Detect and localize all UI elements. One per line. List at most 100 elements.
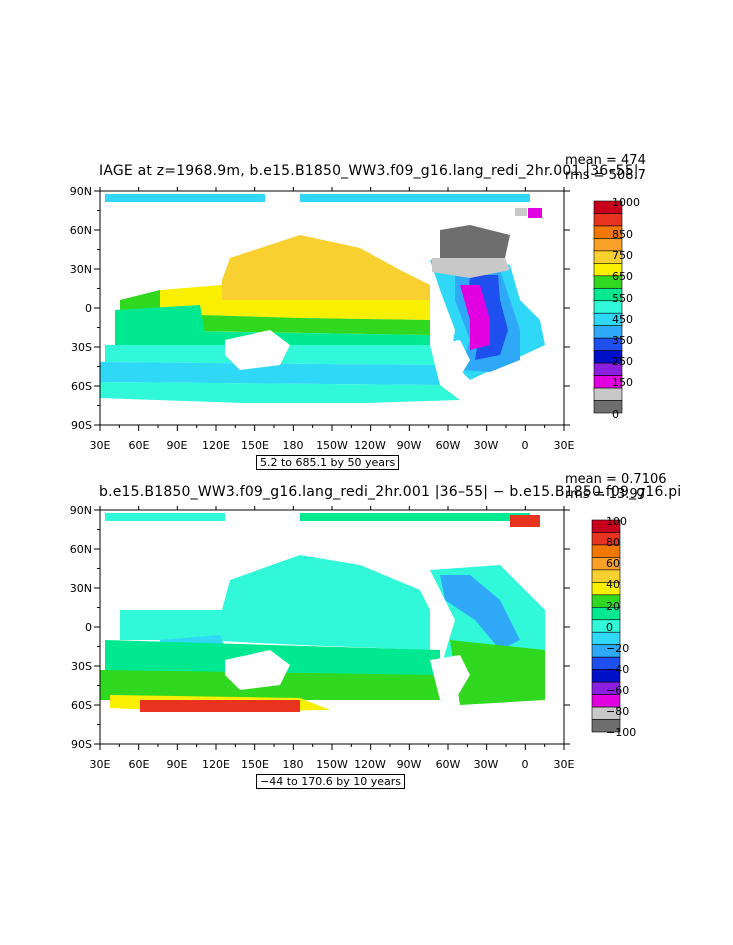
lat-label: 90S (71, 738, 92, 751)
lon-label: 30E (89, 439, 111, 452)
australia-land (225, 330, 290, 370)
colorbar-label: 0 (606, 621, 613, 634)
lat-label: 30N (69, 582, 92, 595)
colorbar-label: 150 (612, 376, 633, 389)
lon-label: 150E (241, 439, 269, 452)
atl-green (450, 640, 545, 705)
colorbar-label: 650 (612, 270, 633, 283)
colorbar-label: −80 (606, 705, 630, 718)
lon-label: 180 (282, 439, 304, 452)
colorbar-label: 750 (612, 249, 633, 262)
lon-label: 180 (282, 758, 304, 771)
lat-label: 60N (69, 224, 92, 237)
panel1-mean: mean = 474 (565, 153, 646, 168)
colorbar-label: 450 (612, 313, 633, 326)
australia-land-2 (225, 650, 290, 690)
colorbar-swatch (593, 387, 623, 401)
colorbar-swatch (593, 400, 623, 414)
lon-label: 90W (396, 439, 422, 452)
atlantic-magenta (460, 285, 490, 350)
lat-label: 60S (71, 380, 92, 393)
colorbar-label: −60 (606, 684, 630, 697)
colorbar-label: 350 (612, 334, 633, 347)
colorbar-swatch (593, 213, 623, 227)
nordic-gray (515, 208, 527, 216)
lon-label: 120W (354, 758, 386, 771)
colorbar-label: −20 (606, 642, 630, 655)
arctic-strip-2 (300, 194, 530, 202)
ross-red (140, 700, 300, 712)
lon-label: 30E (553, 758, 575, 771)
lat-label: 30N (69, 263, 92, 276)
lon-label: 60E (128, 758, 150, 771)
colorbar-label: 100 (606, 515, 627, 528)
panel1-colorbar (593, 200, 623, 414)
lon-label: 120W (354, 439, 386, 452)
panel2-rms: rms = 13.97 (565, 487, 646, 502)
lat-label: 90N (69, 504, 92, 517)
lon-label: 150W (316, 758, 348, 771)
lon-label: 60W (435, 758, 461, 771)
antarctica-land-2 (100, 715, 560, 744)
panel2-colorbar (591, 519, 621, 733)
lon-label: 30E (553, 439, 575, 452)
lon-label: 120E (202, 758, 230, 771)
lon-label: 30W (473, 758, 499, 771)
pacific-north-band (222, 235, 430, 300)
panel2-map (99, 509, 565, 745)
lon-label: 30W (473, 439, 499, 452)
lat-label: 30S (71, 660, 92, 673)
npac-cyan (222, 555, 430, 610)
lat-label: 60S (71, 699, 92, 712)
nordic-red (510, 515, 540, 527)
panel1-rms: rms = 508.7 (565, 168, 646, 183)
colorbar-label: 60 (606, 557, 620, 570)
lon-label: 0 (521, 439, 529, 452)
lon-label: 90E (166, 439, 188, 452)
labrador-light-gray (432, 258, 510, 278)
lat-label: 90S (71, 419, 92, 432)
colorbar-label: 850 (612, 228, 633, 241)
lat-label: 0 (85, 621, 92, 634)
tick-marks (94, 187, 570, 750)
southern-band-3 (100, 382, 460, 405)
nordic-magenta (528, 208, 542, 218)
indian-ocean (115, 305, 205, 345)
panel1-info-box: 5.2 to 685.1 by 50 years (256, 455, 400, 470)
lat-label: 0 (85, 302, 92, 315)
arctic-strip-a (105, 513, 225, 521)
labrador-gray (440, 225, 510, 262)
lat-label: 60N (69, 543, 92, 556)
colorbar-label: 40 (606, 578, 620, 591)
lon-label: 90W (396, 758, 422, 771)
antarctica-land (100, 403, 560, 425)
colorbar-swatch (591, 719, 621, 733)
lon-label: 90E (166, 758, 188, 771)
arctic-strip-b (300, 513, 530, 521)
colorbar-label: 550 (612, 292, 633, 305)
arctic-strip-1 (105, 194, 265, 202)
lon-label: 0 (521, 758, 529, 771)
colorbar-label: 0 (612, 408, 619, 421)
colorbar-label: −40 (606, 663, 630, 676)
panel2-title: b.e15.B1850_WW3.f09_g16.lang_redi_2hr.00… (99, 484, 682, 500)
lon-label: 30E (89, 758, 111, 771)
lon-label: 150E (241, 758, 269, 771)
atl-blue (440, 575, 520, 650)
lat-label: 30S (71, 341, 92, 354)
colorbar-label: −100 (606, 726, 637, 739)
panel1-title: IAGE at z=1968.9m, b.e15.B1850_WW3.f09_g… (99, 163, 639, 179)
lon-label: 60E (128, 439, 150, 452)
panel2-info-box: −44 to 170.6 by 10 years (256, 774, 405, 789)
lon-label: 120E (202, 439, 230, 452)
south-america-land-2 (430, 655, 470, 700)
pacific-yellow-band (160, 285, 430, 320)
panel2-mean: mean = 0.7106 (565, 472, 667, 487)
lon-label: 150W (316, 439, 348, 452)
colorbar-label: 250 (612, 355, 633, 368)
south-america-land (430, 340, 470, 385)
colorbar-label: 1000 (612, 196, 640, 209)
lon-label: 60W (435, 439, 461, 452)
colorbar-label: 80 (606, 536, 620, 549)
